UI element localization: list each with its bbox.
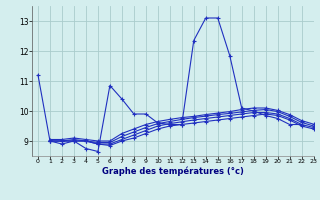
X-axis label: Graphe des températures (°c): Graphe des températures (°c) [102, 167, 244, 176]
